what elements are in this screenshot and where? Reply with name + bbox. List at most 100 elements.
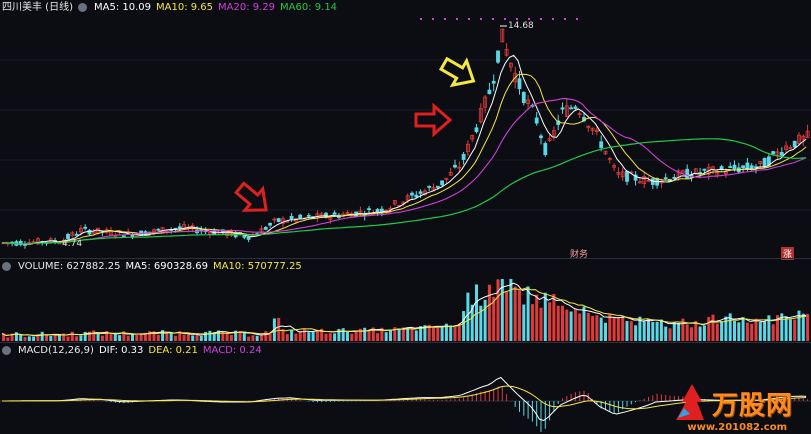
volume-bar <box>788 319 792 341</box>
volume-bar <box>690 327 693 341</box>
settings-dot-icon[interactable] <box>77 3 87 12</box>
candle <box>573 106 578 109</box>
ma10-label: MA10: 9.65 <box>156 2 214 13</box>
volume-bar <box>139 333 143 341</box>
volume-bar <box>242 331 246 341</box>
volume-bar <box>328 333 332 341</box>
candle <box>745 162 750 169</box>
volume-bar <box>354 332 358 341</box>
volume-bar <box>277 317 281 341</box>
price-legend: 四川美丰 (日线) MA5: 10.09 MA10: 9.65 MA20: 9.… <box>2 1 337 14</box>
volume-bar <box>784 316 788 341</box>
candle <box>465 143 470 153</box>
volume-bar <box>720 321 724 341</box>
signal-dot <box>552 18 554 20</box>
candle <box>633 174 638 181</box>
volume-bar <box>659 319 663 341</box>
candle <box>599 141 604 149</box>
volume-bar <box>797 310 801 341</box>
candle <box>18 240 23 246</box>
candle <box>457 166 462 169</box>
volume-bar <box>552 293 556 341</box>
candle <box>784 145 788 150</box>
candle <box>414 194 419 198</box>
volume-bar <box>462 311 466 341</box>
volume-bar <box>771 324 775 341</box>
volume-bar <box>487 284 491 341</box>
volume-bar <box>92 330 96 341</box>
yellow-arrow <box>438 56 476 88</box>
volume-bar <box>449 325 453 341</box>
volume-bar <box>647 318 650 341</box>
price-chart[interactable] <box>0 0 811 258</box>
volume-bar <box>483 299 487 341</box>
volume-bar <box>131 334 134 341</box>
volume-bar <box>436 327 440 341</box>
volume-panel[interactable]: VOLUME: 627882.25 MA5: 690328.69 MA10: 5… <box>0 258 811 343</box>
volume-bar <box>320 328 324 341</box>
candle <box>771 151 776 155</box>
volume-ma10-line <box>1 287 807 337</box>
volume-bar <box>260 335 263 341</box>
volume-bar <box>625 321 629 341</box>
macd-chart[interactable] <box>0 343 811 434</box>
candle <box>410 192 414 196</box>
volume-chart[interactable] <box>0 259 811 343</box>
stock-title: 四川美丰 (日线) <box>2 2 73 13</box>
candle <box>418 191 423 194</box>
volume-bar <box>526 286 530 341</box>
volume-bar <box>453 326 457 341</box>
candle <box>500 28 505 43</box>
volume-bar <box>113 333 117 341</box>
volume-bar <box>466 292 470 341</box>
volume-bar <box>444 323 448 341</box>
candle <box>663 177 668 180</box>
volume-bar <box>432 327 435 341</box>
volume-bar <box>311 331 315 341</box>
candle <box>801 135 806 140</box>
candle <box>83 226 88 229</box>
volume-bar <box>479 305 483 341</box>
settings-dot-icon[interactable] <box>2 262 11 271</box>
volume-bar <box>475 284 478 341</box>
volume-bar <box>62 333 66 341</box>
volume-bar <box>685 324 689 341</box>
volume-bar <box>470 304 474 341</box>
volume-bar <box>427 324 431 341</box>
candle <box>66 233 70 239</box>
candle <box>74 233 79 236</box>
dea-label: DEA: 0.21 <box>148 345 198 356</box>
volume-bar <box>681 318 685 341</box>
volume-bar <box>212 332 216 341</box>
volume-bar <box>45 335 48 341</box>
volume-bar <box>221 332 225 341</box>
candle <box>242 235 247 238</box>
candle <box>792 140 797 148</box>
volume-bar <box>423 325 427 341</box>
volume-bar <box>118 335 122 341</box>
macd-legend: MACD(12,26,9) DIF: 0.33 DEA: 0.21 MACD: … <box>2 344 262 357</box>
volume-bar <box>186 334 190 341</box>
volume-bar <box>548 302 552 341</box>
volume-bar <box>629 321 633 341</box>
candle <box>31 241 36 244</box>
volume-bar <box>298 331 302 341</box>
candle <box>87 229 92 235</box>
volume-bar <box>367 330 371 341</box>
candle <box>246 236 251 240</box>
volume-bar <box>66 336 70 341</box>
volume-bar <box>217 330 220 341</box>
volume-bar <box>715 323 719 341</box>
macd-panel[interactable]: MACD(12,26,9) DIF: 0.33 DEA: 0.21 MACD: … <box>0 342 811 434</box>
volume-bar <box>707 317 711 341</box>
price-panel[interactable]: 四川美丰 (日线) MA5: 10.09 MA10: 9.65 MA20: 9.… <box>0 0 811 260</box>
settings-dot-icon[interactable] <box>2 346 11 355</box>
candle <box>681 170 685 174</box>
candle <box>281 218 285 224</box>
volume-bar <box>6 337 10 341</box>
candle <box>332 212 337 215</box>
volume-bar <box>303 329 306 341</box>
signal-dot <box>528 18 530 20</box>
volume-bar <box>70 331 74 341</box>
volume-bar <box>561 305 564 341</box>
